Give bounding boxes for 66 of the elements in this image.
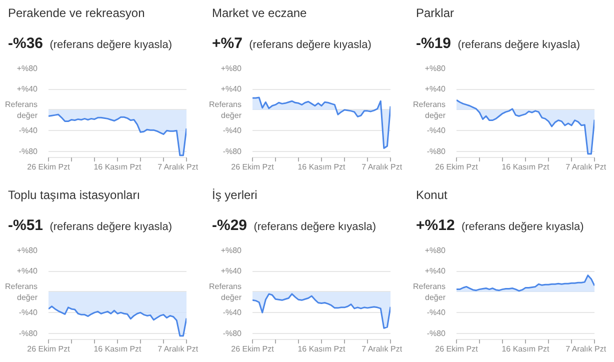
chart-title: Parklar xyxy=(416,5,454,22)
x-tick-label: 16 Kasım Pzt xyxy=(94,344,142,354)
y-tick-label: +%40 xyxy=(424,84,446,94)
y-tick-label: +%80 xyxy=(220,64,242,73)
x-tick-label: 7 Aralık Pzt xyxy=(158,162,199,172)
y-tick-label: Referans değer xyxy=(209,100,242,120)
x-tick-label: 16 Kasım Pzt xyxy=(298,162,346,172)
x-tick-label: 7 Aralık Pzt xyxy=(566,344,607,354)
x-tick-label: 7 Aralık Pzt xyxy=(362,162,403,172)
y-tick-label: -%80 xyxy=(18,328,38,338)
text: (referans değere kıyasla) xyxy=(254,221,376,233)
chart-title: Market ve eczane xyxy=(212,5,307,22)
x-tick-label: 7 Aralık Pzt xyxy=(362,344,403,354)
y-tick-label: Referans değer xyxy=(209,282,242,302)
chart-subtitle: -%29 xyxy=(212,217,248,234)
y-tick-label: -%80 xyxy=(426,328,446,338)
y-tick-label: Referans değer xyxy=(5,100,38,120)
y-tick-label: Referans değer xyxy=(413,282,446,302)
chart-title: Toplu taşıma istasyonları xyxy=(8,187,140,204)
y-tick-label: -%80 xyxy=(18,146,38,156)
text: (referans değere kıyasla) xyxy=(249,39,372,51)
chart-subtitle: +%12 xyxy=(416,217,455,234)
x-tick-label: 16 Kasım Pzt xyxy=(502,162,550,172)
y-tick-label: -%80 xyxy=(222,328,242,338)
y-tick-label: +%80 xyxy=(424,246,446,255)
y-tick-label: -%80 xyxy=(222,146,242,156)
chart-subtitle: +%7 xyxy=(212,35,242,52)
y-tick-label: -%40 xyxy=(426,126,446,136)
text: (referans değere kıyasla) xyxy=(50,39,172,51)
y-tick-label: Referans değer xyxy=(413,100,446,120)
y-tick-label: -%80 xyxy=(426,146,446,156)
y-tick-label: +%40 xyxy=(220,266,242,276)
chart-subtitle: -%51 xyxy=(8,217,44,234)
chart-title: Perakende ve rekreasyon xyxy=(8,5,145,22)
chart-subtitle: -%36 xyxy=(8,35,44,52)
y-tick-label: +%80 xyxy=(424,64,446,73)
y-tick-label: -%40 xyxy=(18,308,38,318)
text: (referans değere kıyasla) xyxy=(50,221,172,233)
y-tick-label: -%40 xyxy=(222,308,242,318)
x-tick-label: 26 Ekim Pzt xyxy=(27,344,71,354)
chart-title: İş yerleri xyxy=(212,187,258,204)
x-tick-label: 7 Aralık Pzt xyxy=(566,162,607,172)
y-tick-label: +%80 xyxy=(16,246,38,255)
y-tick-label: +%80 xyxy=(16,64,38,73)
x-tick-label: 26 Ekim Pzt xyxy=(435,344,479,354)
x-tick-label: 26 Ekim Pzt xyxy=(231,344,275,354)
y-tick-label: +%40 xyxy=(16,266,38,276)
x-tick-label: 16 Kasım Pzt xyxy=(502,344,550,354)
y-tick-label: -%40 xyxy=(222,126,242,136)
x-tick-label: 26 Ekim Pzt xyxy=(27,162,71,172)
y-tick-label: +%40 xyxy=(220,84,242,94)
y-tick-label: +%40 xyxy=(16,84,38,94)
text: (referans değere kıyasla) xyxy=(458,39,580,51)
y-tick-label: -%40 xyxy=(18,126,38,136)
y-tick-label: -%40 xyxy=(426,308,446,318)
x-tick-label: 16 Kasım Pzt xyxy=(298,344,346,354)
x-tick-label: 7 Aralık Pzt xyxy=(158,344,199,354)
chart-title: Konut xyxy=(416,187,448,204)
chart-subtitle: -%19 xyxy=(416,35,452,52)
y-tick-label: +%80 xyxy=(220,246,242,255)
y-tick-label: +%40 xyxy=(424,266,446,276)
x-tick-label: 26 Ekim Pzt xyxy=(435,162,479,172)
x-tick-label: 16 Kasım Pzt xyxy=(94,162,142,172)
text: (referans değere kıyasla) xyxy=(461,221,584,233)
x-tick-label: 26 Ekim Pzt xyxy=(231,162,275,172)
y-tick-label: Referans değer xyxy=(5,282,38,302)
